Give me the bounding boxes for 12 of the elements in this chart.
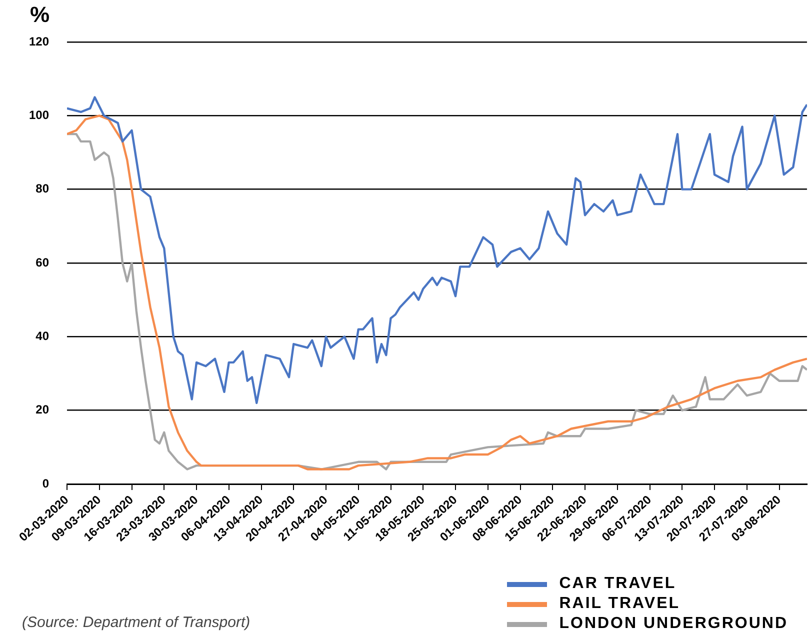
y-tick-label: 20	[36, 402, 50, 417]
y-tick-label: 80	[36, 182, 50, 196]
y-tick-label: 60	[36, 255, 50, 270]
text: (Source: Department of Transport)	[22, 614, 250, 631]
y-axis-title: %	[30, 2, 50, 28]
y-tick-label: 0	[42, 476, 50, 490]
legend-label: LONDON UNDERGROUND	[559, 615, 788, 633]
y-tick-label: 120	[28, 34, 50, 48]
legend-label: CAR TRAVEL	[559, 575, 676, 593]
legend-label: RAIL TRAVEL	[559, 595, 680, 613]
y-tick-label: 40	[36, 328, 50, 343]
y-tick-label: 100	[28, 108, 50, 122]
